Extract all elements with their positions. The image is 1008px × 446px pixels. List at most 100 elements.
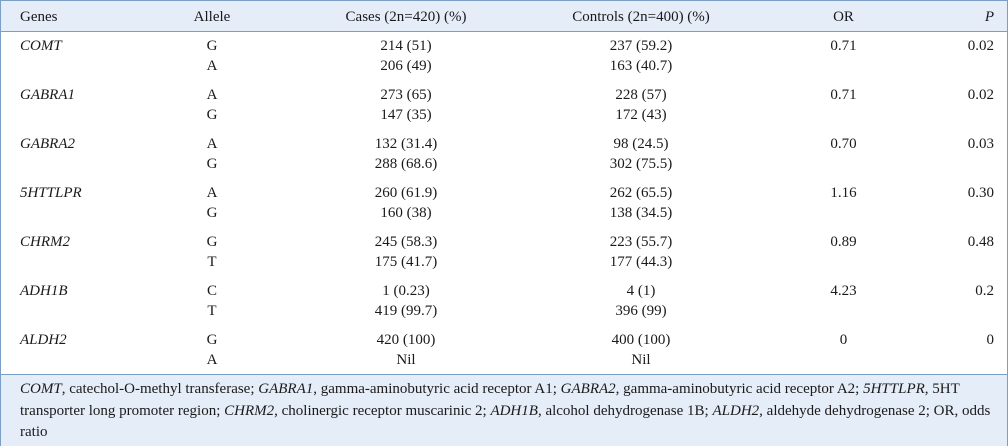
- cases-cell: 260 (61.9) 160 (38): [331, 183, 481, 223]
- cases-value: 214 (51): [380, 38, 432, 54]
- column-header-genes: Genes: [20, 9, 58, 25]
- column-header-or: OR: [833, 9, 854, 25]
- column-header-allele: Allele: [193, 9, 231, 25]
- footnote-term: 5HTTLPR: [863, 381, 925, 397]
- cases-value: 160 (38): [380, 205, 432, 221]
- cases-value: 147 (35): [380, 107, 432, 123]
- controls-value: 396 (99): [615, 303, 667, 319]
- p-value: 0.2: [975, 283, 994, 299]
- controls-value: 262 (65.5): [609, 185, 673, 201]
- footnote-term: GABRA1: [258, 381, 314, 397]
- allele-value: A: [206, 185, 218, 201]
- allele-value: T: [207, 254, 217, 270]
- controls-cell: 237 (59.2) 163 (40.7): [561, 36, 721, 76]
- cases-value: 132 (31.4): [374, 136, 438, 152]
- controls-cell: 98 (24.5) 302 (75.5): [561, 134, 721, 174]
- footnote-definition: , alcohol dehydrogenase 1B;: [537, 402, 713, 419]
- p-value: 0.02: [967, 87, 994, 103]
- table-row: ADH1B C T 1 (0.23) 419 (99.7) 4 (1) 396 …: [1, 277, 1007, 326]
- allele-value: G: [206, 234, 218, 250]
- column-header-cases: Cases (2n=420) (%): [345, 9, 467, 25]
- odds-ratio-value: 4.23: [830, 283, 857, 299]
- controls-value: 163 (40.7): [609, 58, 673, 74]
- odds-ratio-value: 0.70: [830, 136, 857, 152]
- cases-value: 288 (68.6): [374, 156, 438, 172]
- allele-value: G: [206, 205, 218, 221]
- cases-cell: 245 (58.3) 175 (41.7): [331, 232, 481, 272]
- controls-value: 138 (34.5): [609, 205, 673, 221]
- gene-name: ADH1B: [20, 283, 68, 299]
- controls-cell: 262 (65.5) 138 (34.5): [561, 183, 721, 223]
- controls-value: 177 (44.3): [609, 254, 673, 270]
- table-row: GABRA2 A G 132 (31.4) 288 (68.6) 98 (24.…: [1, 130, 1007, 179]
- footnote-term: COMT: [20, 381, 62, 397]
- footnote-definition: , cholinergic receptor muscarinic 2;: [274, 402, 491, 419]
- cases-value: 1 (0.23): [382, 283, 430, 299]
- cases-cell: 132 (31.4) 288 (68.6): [331, 134, 481, 174]
- table-row: 5HTTLPR A G 260 (61.9) 160 (38) 262 (65.…: [1, 179, 1007, 228]
- table-row: CHRM2 G T 245 (58.3) 175 (41.7) 223 (55.…: [1, 228, 1007, 277]
- allele-value: A: [206, 136, 218, 152]
- cases-value: 245 (58.3): [374, 234, 438, 250]
- controls-value: Nil: [631, 352, 651, 368]
- table-row: ALDH2 G A 420 (100) Nil 400 (100) Nil 0 …: [1, 326, 1007, 375]
- cases-cell: 420 (100) Nil: [331, 330, 481, 370]
- allele-cell: A G: [181, 85, 243, 125]
- allele-cell: G A: [181, 330, 243, 370]
- controls-value: 228 (57): [615, 87, 667, 103]
- allele-value: G: [206, 332, 218, 348]
- allele-value: G: [206, 38, 218, 54]
- cases-value: 206 (49): [380, 58, 432, 74]
- controls-cell: 223 (55.7) 177 (44.3): [561, 232, 721, 272]
- controls-value: 4 (1): [626, 283, 656, 299]
- p-value: 0.48: [967, 234, 994, 250]
- footnote-term: CHRM2: [224, 402, 275, 419]
- allele-value: G: [206, 107, 218, 123]
- p-value: 0.30: [967, 185, 994, 201]
- odds-ratio-value: 0.71: [830, 87, 857, 103]
- table-row: COMT G A 214 (51) 206 (49) 237 (59.2) 16…: [1, 32, 1007, 81]
- controls-cell: 400 (100) Nil: [561, 330, 721, 370]
- controls-value: 98 (24.5): [613, 136, 669, 152]
- p-value: 0.03: [967, 136, 994, 152]
- cases-value: 420 (100): [376, 332, 436, 348]
- cases-cell: 273 (65) 147 (35): [331, 85, 481, 125]
- controls-value: 302 (75.5): [609, 156, 673, 172]
- table-footnote: COMT, catechol-O-methyl transferase; GAB…: [1, 374, 1007, 446]
- cases-value: Nil: [396, 352, 416, 368]
- controls-value: 223 (55.7): [609, 234, 673, 250]
- gene-name: ALDH2: [20, 332, 67, 348]
- allele-value: A: [206, 87, 218, 103]
- allele-value: C: [206, 283, 217, 299]
- cases-cell: 214 (51) 206 (49): [331, 36, 481, 76]
- allele-cell: C T: [181, 281, 243, 321]
- gene-name: GABRA1: [20, 87, 75, 103]
- cases-cell: 1 (0.23) 419 (99.7): [331, 281, 481, 321]
- allele-cell: G T: [181, 232, 243, 272]
- cases-value: 273 (65): [380, 87, 432, 103]
- cases-value: 175 (41.7): [374, 254, 438, 270]
- column-header-p: P: [984, 9, 994, 25]
- controls-value: 172 (43): [615, 107, 667, 123]
- allele-value: T: [207, 303, 217, 319]
- controls-cell: 228 (57) 172 (43): [561, 85, 721, 125]
- footnote-definition: , aldehyde dehydrogenase 2; OR, odds rat…: [20, 402, 991, 441]
- footnote-definition: , catechol-O-methyl transferase;: [61, 381, 259, 397]
- gene-name: CHRM2: [20, 234, 70, 250]
- table-row: GABRA1 A G 273 (65) 147 (35) 228 (57) 17…: [1, 81, 1007, 130]
- odds-ratio-value: 1.16: [830, 185, 857, 201]
- controls-cell: 4 (1) 396 (99): [561, 281, 721, 321]
- column-header-controls: Controls (2n=400) (%): [572, 9, 710, 25]
- cases-value: 260 (61.9): [374, 185, 438, 201]
- footnote-term: ADH1B: [490, 402, 538, 419]
- footnote-definition: , 5HT transporter long promoter region;: [20, 381, 960, 419]
- allele-value: A: [206, 58, 218, 74]
- cases-value: 419 (99.7): [374, 303, 438, 319]
- footnote-term: GABRA2: [560, 381, 616, 397]
- allele-value: G: [206, 156, 218, 172]
- gene-name: COMT: [20, 38, 62, 54]
- odds-ratio-value: 0.89: [830, 234, 857, 250]
- table-header: Genes Allele Cases (2n=420) (%) Controls…: [1, 1, 1007, 32]
- footnote-term: ALDH2: [712, 402, 760, 419]
